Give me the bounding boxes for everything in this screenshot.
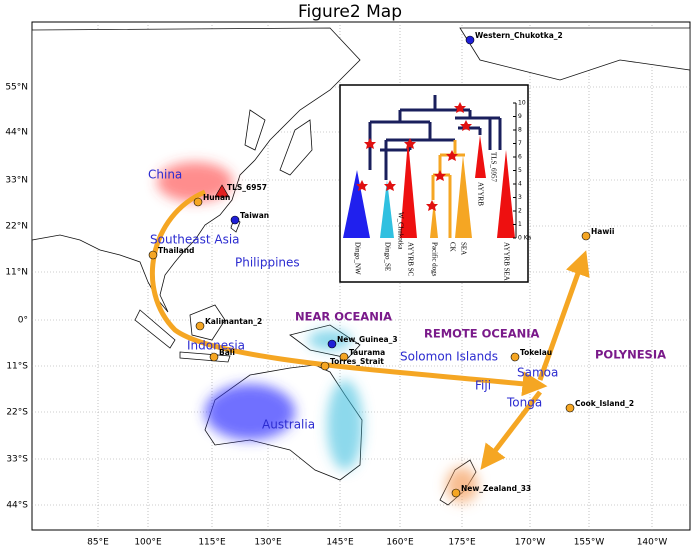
site-label: New_Guinea_3 [337, 335, 398, 344]
region-label: Fiji [475, 379, 491, 393]
site-marker [230, 215, 240, 225]
site-marker [581, 231, 591, 241]
scale-label: 3 [518, 194, 522, 201]
lat-label: 44°N [5, 128, 28, 138]
region-label: Philippines [235, 256, 300, 270]
lat-label: 11°N [5, 268, 28, 278]
site-marker [339, 352, 349, 362]
site-marker [510, 352, 520, 362]
leaf-label: AYYRB SC [406, 242, 414, 277]
lat-label: 55°N [5, 83, 28, 93]
site-marker [209, 352, 219, 362]
site-label: Cook_Island_2 [575, 399, 634, 408]
leaf-label: CK [448, 242, 456, 252]
region-label: China [148, 168, 182, 182]
site-marker [327, 339, 337, 349]
lon-label: 85°E [87, 538, 109, 548]
region-label: Solomon Islands [400, 350, 498, 364]
site-label: Western_Chukotka_2 [475, 31, 563, 40]
site-label: Bali [219, 348, 235, 357]
lon-label: 100°E [134, 538, 162, 548]
scale-label: 5 [518, 167, 522, 174]
zone-label: NEAR OCEANIA [295, 310, 392, 324]
region-label: Samoa [517, 366, 558, 380]
site-marker [451, 488, 461, 498]
lon-label: 175°E [448, 538, 476, 548]
lat-label: 22°N [5, 222, 28, 232]
leaf-label: W_Chukotka [396, 212, 404, 250]
site-marker [148, 250, 158, 260]
leaf-label: AYYRB SEA [502, 242, 510, 281]
site-label: Tokelau [520, 348, 552, 357]
migration-arrows [150, 189, 590, 470]
site-marker [193, 197, 203, 207]
region-label: Indonesia [187, 339, 245, 353]
title: Figure2 Map [298, 2, 402, 22]
scale-label: 7 [518, 140, 522, 147]
lon-label: 155°W [574, 538, 605, 548]
scale-label: 9 [518, 113, 522, 120]
site-marker [214, 184, 230, 198]
leaf-label: AYYRB [476, 182, 484, 206]
site-label: Taurama [349, 348, 385, 357]
lat-label: 22°S [6, 408, 28, 418]
site-marker [320, 361, 330, 371]
site-label: Taiwan [240, 211, 269, 220]
leaf-label: Dingo_NW [353, 242, 361, 275]
region-label: Australia [262, 418, 315, 432]
site-label: Hawii [591, 227, 614, 236]
lon-label: 160°E [386, 538, 414, 548]
leaf-label: Dingo_SE [383, 242, 391, 271]
labels: Western_Chukotka_2TLS_6957HunanTaiwanTha… [148, 31, 666, 498]
scale-label: 1 [518, 221, 522, 228]
scale-label: 6 [518, 154, 522, 161]
lon-label: 140°W [637, 538, 668, 548]
site-marker [565, 403, 575, 413]
region-label: Southeast Asia [150, 233, 240, 247]
leaf-label: SEA [459, 242, 467, 255]
lon-label: 170°W [515, 538, 546, 548]
lon-label: 145°E [326, 538, 354, 548]
lat-label: 33°N [5, 176, 28, 186]
leaf-label: Pacific dogs [430, 242, 438, 277]
site-label: Kalimantan_2 [205, 317, 262, 326]
lon-label: 130°E [254, 538, 282, 548]
lat-label: 44°S [6, 501, 28, 511]
regions-shading [157, 162, 478, 503]
site-label: Thailand [158, 246, 194, 255]
site-marker [195, 321, 205, 331]
scale-label: 2 [518, 208, 522, 215]
site-label: New_Zealand_33 [461, 484, 531, 493]
scale-label: 8 [518, 127, 522, 134]
scale-label: 10 [518, 100, 526, 107]
site-label: Torres_Strait [330, 357, 384, 366]
lat-label: 0° [18, 316, 28, 326]
region-label: Tonga [506, 396, 542, 410]
zone-label: POLYNESIA [595, 348, 666, 362]
leaf-label: TLS_6957 [489, 152, 497, 182]
lon-label: 115°E [198, 538, 226, 548]
lat-label: 33°S [6, 455, 28, 465]
scale-label: 0 Ka [518, 235, 532, 242]
site-marker [465, 35, 475, 45]
scale-label: 4 [518, 181, 522, 188]
site-label: Hunan [203, 193, 230, 202]
lat-label: 11°S [6, 362, 28, 372]
site-label: TLS_6957 [227, 183, 267, 192]
zone-label: REMOTE OCEANIA [424, 327, 540, 341]
